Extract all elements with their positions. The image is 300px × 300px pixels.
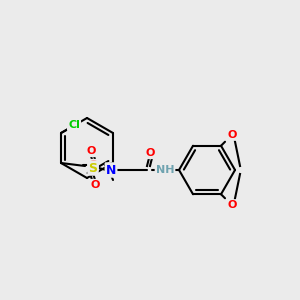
Text: N: N <box>106 164 116 176</box>
Text: O: O <box>145 148 155 158</box>
Text: NH: NH <box>156 165 174 175</box>
Text: O: O <box>227 200 237 210</box>
Text: Cl: Cl <box>68 120 80 130</box>
Text: O: O <box>227 130 237 140</box>
Text: S: S <box>88 161 98 175</box>
Text: O: O <box>86 146 96 156</box>
Text: O: O <box>90 180 100 190</box>
Text: O: O <box>88 160 98 170</box>
